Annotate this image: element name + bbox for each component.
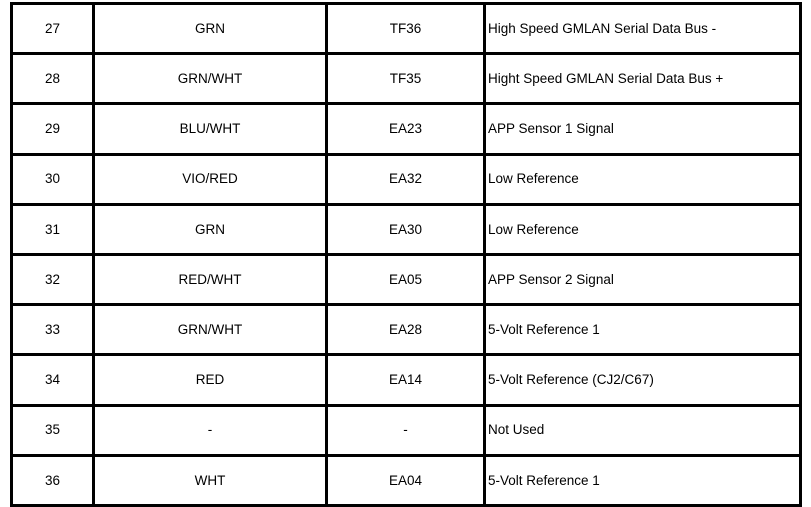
pin-cell: 30 [10,152,95,206]
table-row: 36 WHT EA04 5-Volt Reference 1 [10,453,802,507]
terminal-cell: EA30 [325,202,486,256]
description-cell: High Speed GMLAN Serial Data Bus - [483,1,802,56]
terminal-cell: - [325,403,486,457]
description-cell: Low Reference [483,202,802,256]
wire-color-cell: - [92,403,328,457]
wire-color-cell: RED [92,353,328,407]
table-row: 31 GRN EA30 Low Reference [10,202,802,256]
description-cell: APP Sensor 1 Signal [483,102,802,156]
wire-color-cell: BLU/WHT [92,102,328,156]
wire-color-cell: RED/WHT [92,252,328,307]
pin-cell: 35 [10,403,95,457]
wire-color-cell: GRN/WHT [92,52,328,106]
pin-cell: 27 [10,1,95,56]
terminal-cell: EA23 [325,102,486,156]
table-row: 30 VIO/RED EA32 Low Reference [10,152,802,206]
table-row: 33 GRN/WHT EA28 5-Volt Reference 1 [10,303,802,357]
table-row: 35 - - Not Used [10,403,802,457]
pin-cell: 33 [10,303,95,357]
pin-cell: 36 [10,453,95,507]
wire-color-cell: GRN [92,1,328,56]
table-row: 28 GRN/WHT TF35 Hight Speed GMLAN Serial… [10,52,802,106]
pin-cell: 29 [10,102,95,156]
wire-color-cell: GRN/WHT [92,303,328,357]
description-cell: APP Sensor 2 Signal [483,252,802,307]
table-row: 32 RED/WHT EA05 APP Sensor 2 Signal [10,252,802,307]
pin-cell: 28 [10,52,95,106]
description-cell: 5-Volt Reference 1 [483,303,802,357]
terminal-cell: EA32 [325,152,486,206]
wire-color-cell: VIO/RED [92,152,328,206]
pinout-table: 27 GRN TF36 High Speed GMLAN Serial Data… [10,1,802,507]
table-row: 34 RED EA14 5-Volt Reference (CJ2/C67) [10,353,802,407]
terminal-cell: TF36 [325,1,486,56]
wire-color-cell: WHT [92,453,328,507]
terminal-cell: TF35 [325,52,486,106]
table-row: 27 GRN TF36 High Speed GMLAN Serial Data… [10,1,802,56]
wire-color-cell: GRN [92,202,328,256]
pin-cell: 32 [10,252,95,307]
table-row: 29 BLU/WHT EA23 APP Sensor 1 Signal [10,102,802,156]
terminal-cell: EA05 [325,252,486,307]
terminal-cell: EA14 [325,353,486,407]
pin-cell: 34 [10,353,95,407]
pin-cell: 31 [10,202,95,256]
description-cell: Not Used [483,403,802,457]
terminal-cell: EA28 [325,303,486,357]
description-cell: Low Reference [483,152,802,206]
terminal-cell: EA04 [325,453,486,507]
description-cell: Hight Speed GMLAN Serial Data Bus + [483,52,802,106]
description-cell: 5-Volt Reference (CJ2/C67) [483,353,802,407]
description-cell: 5-Volt Reference 1 [483,453,802,507]
